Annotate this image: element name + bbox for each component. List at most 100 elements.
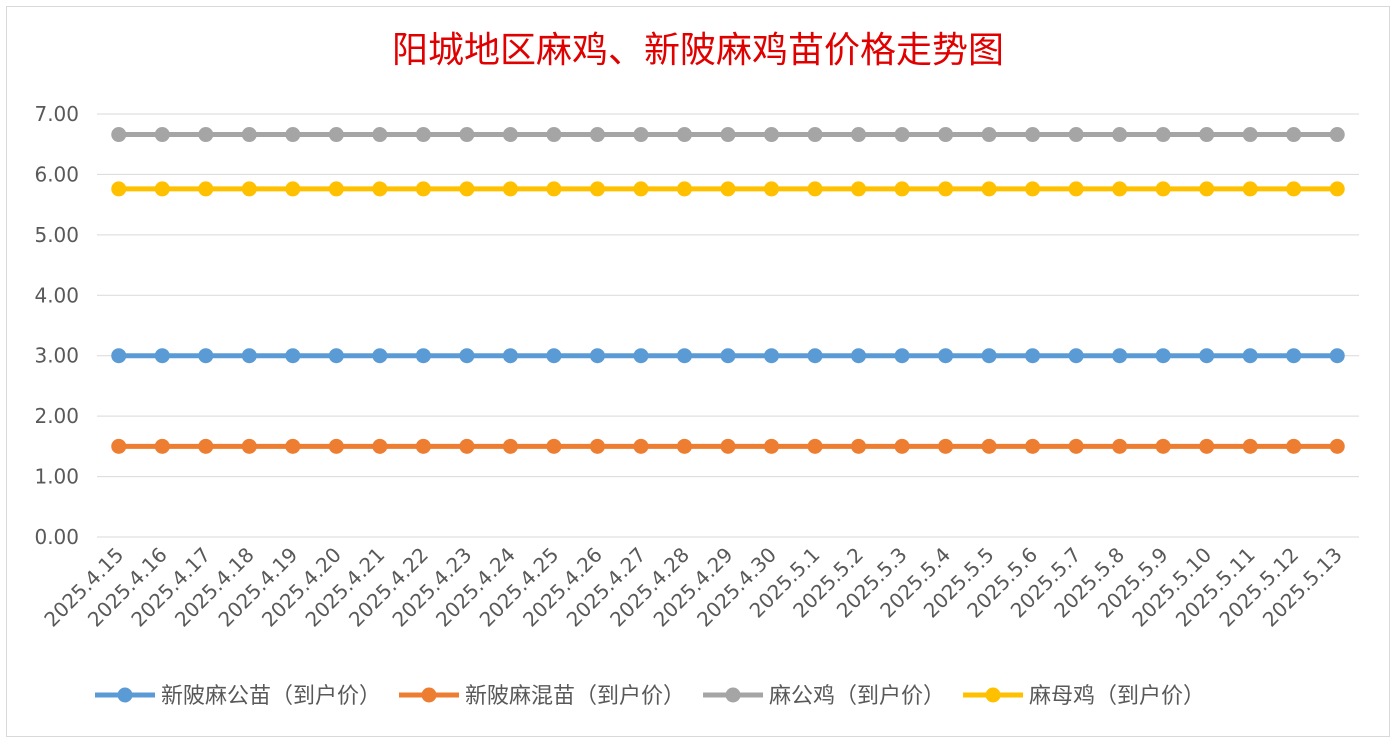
data-point (1242, 127, 1258, 143)
data-point (938, 127, 954, 143)
legend-label: 麻公鸡（到户价） (769, 684, 945, 709)
grid-lines (97, 113, 1359, 538)
data-point (198, 348, 214, 364)
data-point (1025, 127, 1041, 143)
series-group (111, 127, 1345, 454)
data-point (1155, 348, 1171, 364)
data-point (285, 348, 301, 364)
y-tick-label: 5.00 (34, 223, 79, 247)
data-point (111, 438, 127, 454)
legend-item-1: 新陂麻公苗（到户价） (95, 684, 381, 709)
data-point (198, 181, 214, 197)
legend-marker (421, 687, 437, 703)
data-point (372, 127, 388, 143)
data-point (111, 348, 127, 364)
data-point (807, 348, 823, 364)
data-point (1329, 127, 1345, 143)
data-point (546, 438, 562, 454)
chart-title: 阳城地区麻鸡、新陂麻鸡苗价格走势图 (392, 30, 1004, 71)
data-point (372, 348, 388, 364)
data-point (633, 181, 649, 197)
legend-marker (725, 687, 741, 703)
data-point (1286, 348, 1302, 364)
data-point (415, 348, 431, 364)
data-point (502, 348, 518, 364)
data-point (154, 181, 170, 197)
data-point (894, 348, 910, 364)
data-point (1329, 181, 1345, 197)
data-point (1068, 181, 1084, 197)
data-point (241, 127, 257, 143)
y-tick-label: 1.00 (34, 465, 79, 489)
data-point (981, 348, 997, 364)
data-point (1025, 181, 1041, 197)
data-point (633, 438, 649, 454)
data-point (1155, 438, 1171, 454)
data-point (546, 348, 562, 364)
data-point (154, 438, 170, 454)
data-point (589, 348, 605, 364)
data-point (633, 127, 649, 143)
data-point (546, 127, 562, 143)
data-point (1025, 348, 1041, 364)
data-point (720, 127, 736, 143)
data-point (764, 348, 780, 364)
data-point (981, 127, 997, 143)
legend-marker (985, 687, 1001, 703)
data-point (1242, 438, 1258, 454)
data-point (198, 127, 214, 143)
data-point (851, 438, 867, 454)
data-point (1199, 127, 1215, 143)
data-point (938, 181, 954, 197)
data-point (502, 127, 518, 143)
data-point (154, 127, 170, 143)
data-point (1112, 438, 1128, 454)
data-point (111, 181, 127, 197)
data-point (807, 127, 823, 143)
data-point (1286, 438, 1302, 454)
data-point (676, 348, 692, 364)
data-point (459, 348, 475, 364)
data-point (1199, 181, 1215, 197)
data-point (938, 348, 954, 364)
data-point (372, 438, 388, 454)
data-point (981, 181, 997, 197)
data-point (807, 438, 823, 454)
data-point (1199, 348, 1215, 364)
y-tick-label: 4.00 (34, 283, 79, 307)
data-point (198, 438, 214, 454)
data-point (502, 181, 518, 197)
data-point (241, 181, 257, 197)
data-point (764, 438, 780, 454)
data-point (676, 181, 692, 197)
data-point (328, 348, 344, 364)
data-point (894, 181, 910, 197)
y-tick-label: 6.00 (34, 162, 79, 186)
data-point (241, 348, 257, 364)
data-point (111, 127, 127, 143)
data-point (1025, 438, 1041, 454)
data-point (1286, 181, 1302, 197)
data-point (1329, 438, 1345, 454)
data-point (328, 127, 344, 143)
data-point (589, 438, 605, 454)
data-point (1068, 348, 1084, 364)
data-point (764, 127, 780, 143)
data-point (1112, 348, 1128, 364)
data-point (1112, 181, 1128, 197)
y-tick-label: 2.00 (34, 404, 79, 428)
legend-marker (117, 687, 133, 703)
data-point (415, 181, 431, 197)
data-point (459, 438, 475, 454)
data-point (851, 348, 867, 364)
data-point (720, 438, 736, 454)
data-point (1329, 348, 1345, 364)
data-point (415, 438, 431, 454)
data-point (1286, 127, 1302, 143)
legend-label: 新陂麻混苗（到户价） (465, 684, 685, 709)
data-point (851, 181, 867, 197)
data-point (546, 181, 562, 197)
x-axis-ticks: 2025.4.152025.4.162025.4.172025.4.182025… (39, 543, 1346, 632)
legend-item-3: 麻公鸡（到户价） (703, 684, 945, 709)
data-point (328, 438, 344, 454)
